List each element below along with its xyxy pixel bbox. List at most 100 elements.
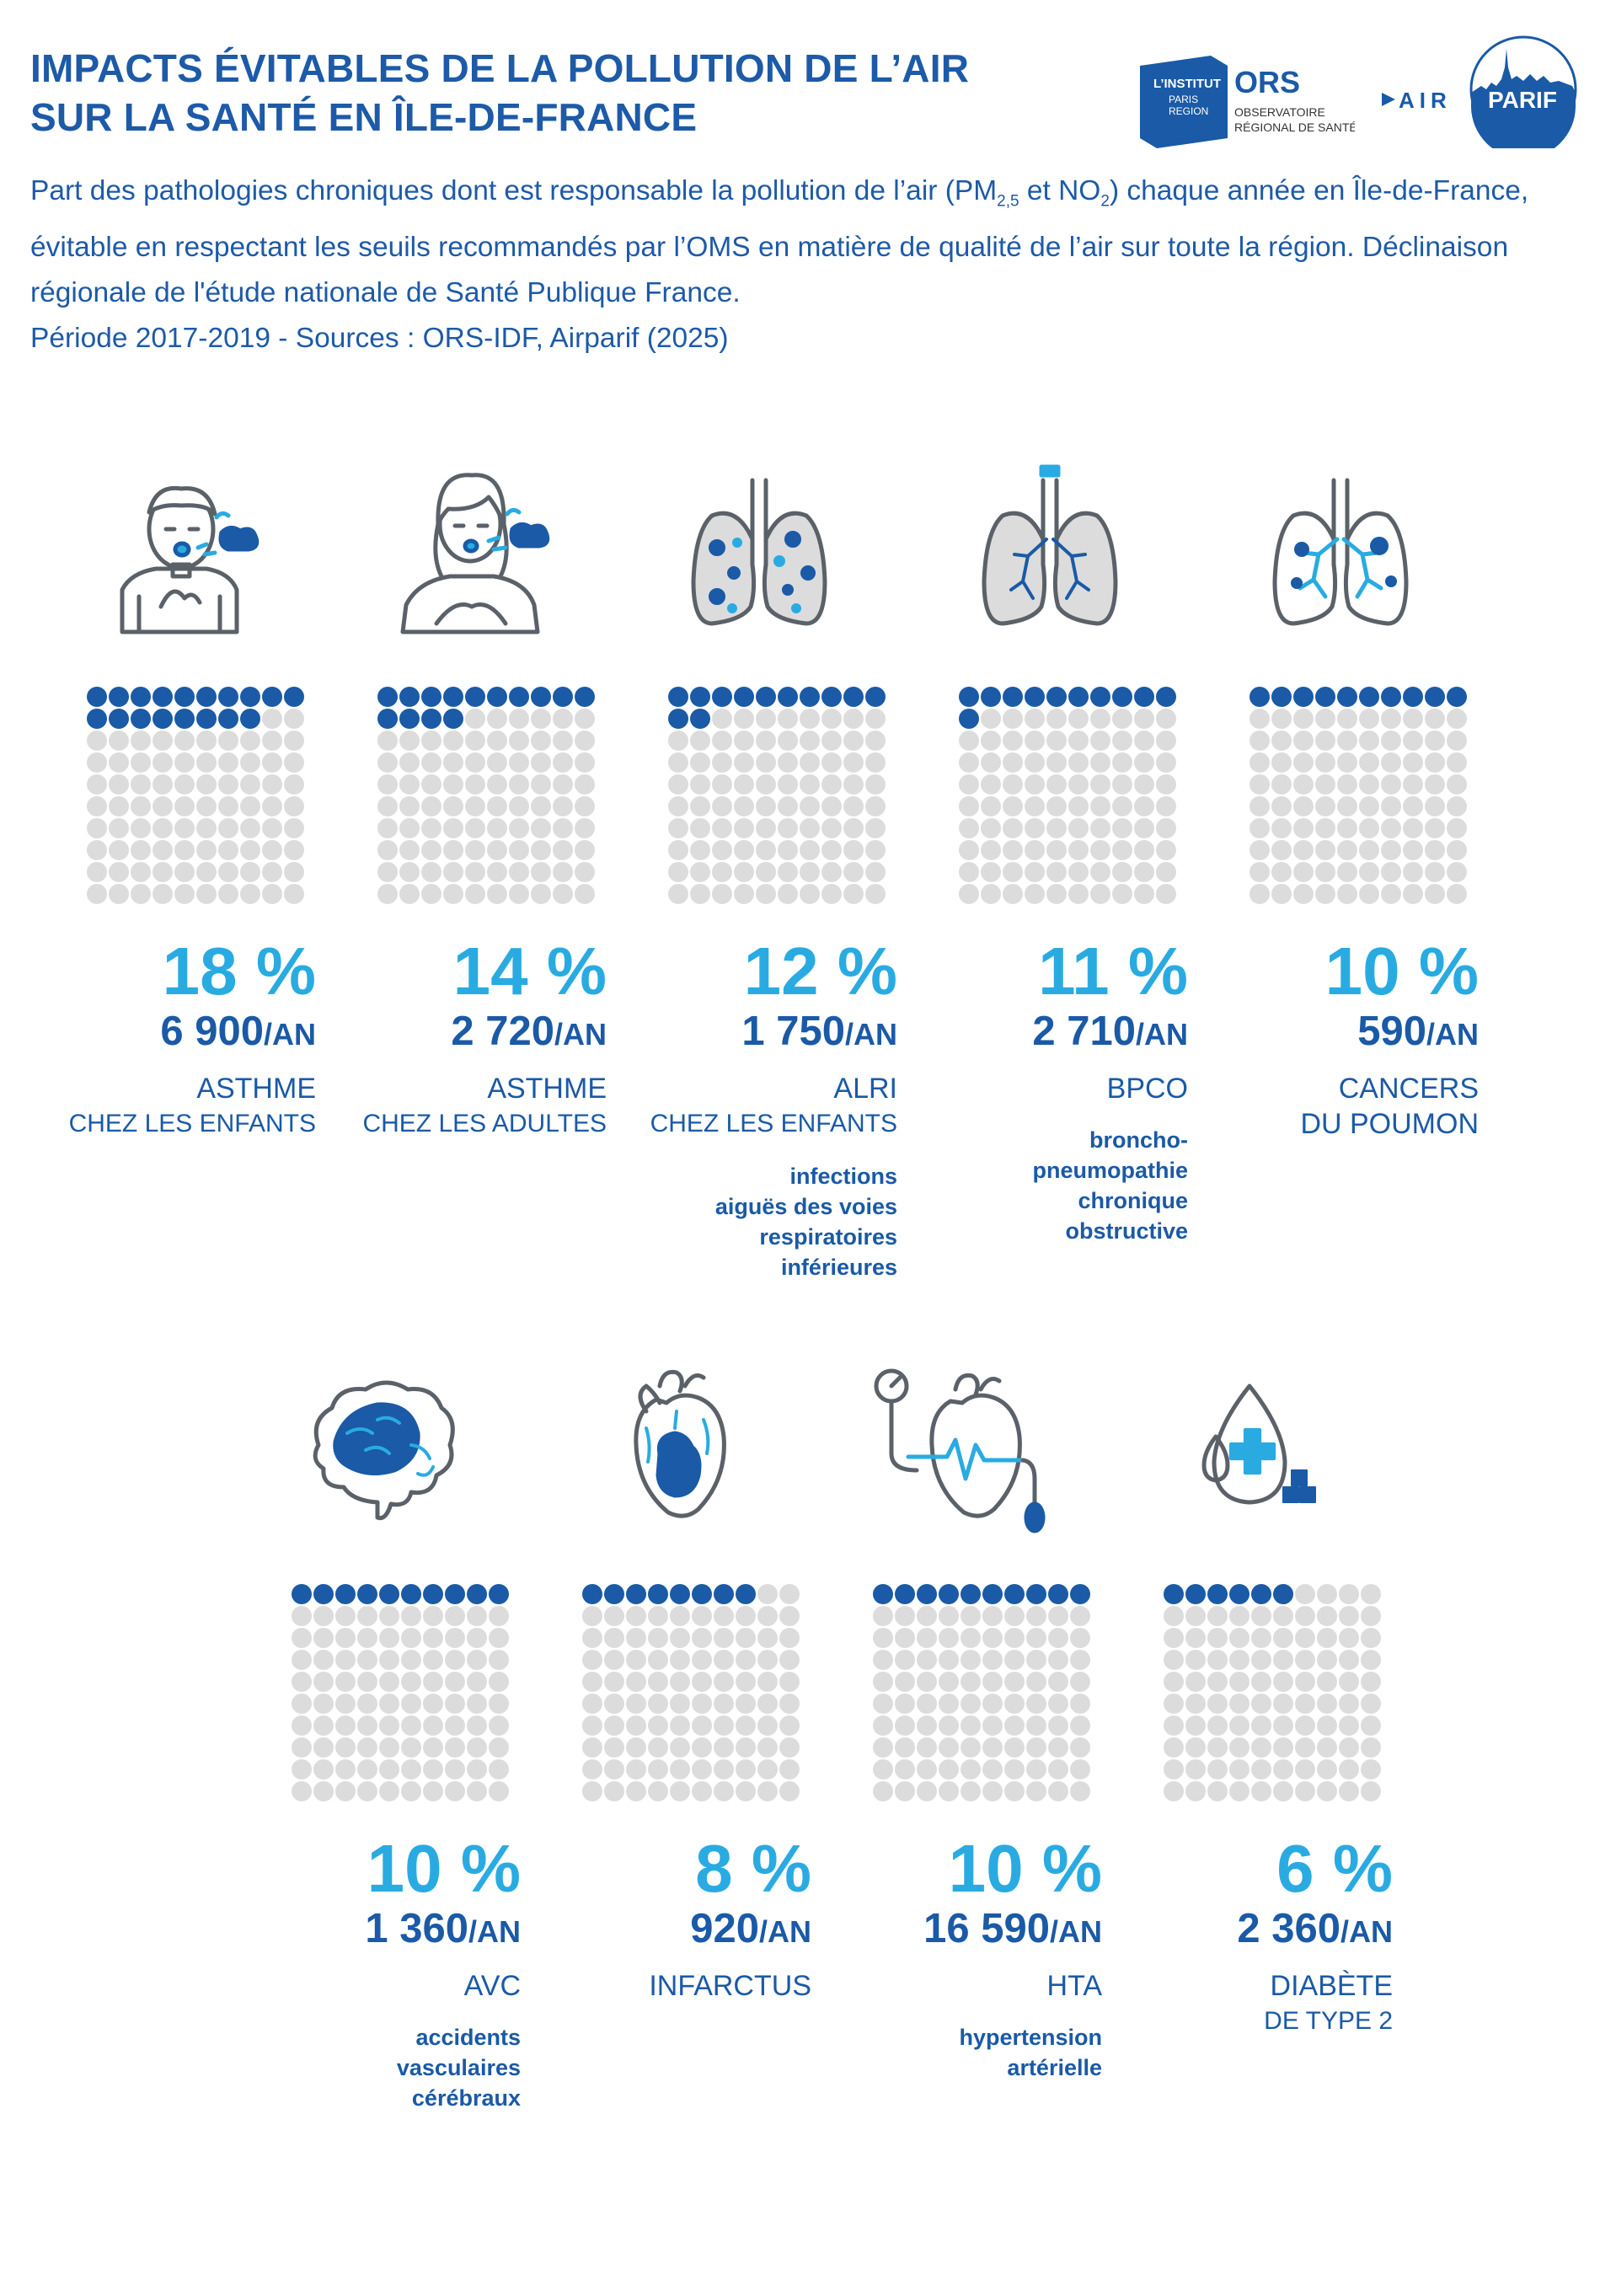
condition-name: BPCO	[1106, 1073, 1188, 1105]
empty-dot	[821, 731, 842, 751]
empty-dot	[821, 818, 842, 838]
empty-dot	[1090, 884, 1110, 904]
empty-dot	[843, 796, 864, 816]
empty-dot	[734, 796, 754, 816]
empty-dot	[1295, 1606, 1315, 1626]
empty-dot	[218, 818, 238, 838]
empty-dot	[313, 1737, 334, 1758]
empty-dot	[1447, 840, 1467, 860]
filled-dot	[399, 687, 420, 707]
empty-dot	[1207, 1650, 1228, 1670]
empty-dot	[757, 1606, 778, 1626]
count-value: 590	[1357, 1009, 1426, 1054]
empty-dot	[1425, 796, 1445, 816]
filled-dot	[240, 709, 260, 729]
empty-dot	[445, 1715, 465, 1736]
percent-value: 10 %	[367, 1831, 521, 1906]
dot-grid	[1249, 687, 1467, 904]
empty-dot	[648, 1650, 668, 1670]
empty-dot	[1339, 1694, 1359, 1714]
empty-dot	[690, 731, 710, 751]
filled-dot	[843, 687, 864, 707]
empty-dot	[377, 774, 398, 795]
empty-dot	[445, 1694, 465, 1714]
empty-dot	[1185, 1781, 1206, 1801]
empty-dot	[1271, 731, 1292, 751]
empty-dot	[421, 731, 441, 751]
empty-dot	[1249, 731, 1270, 751]
empty-dot	[531, 774, 551, 795]
empty-dot	[670, 1715, 690, 1736]
empty-dot	[87, 752, 107, 773]
empty-dot	[1070, 1781, 1090, 1801]
title-line-1: IMPACTS ÉVITABLES DE LA POLLUTION DE L’A…	[30, 46, 970, 90]
percent-value: 10 %	[948, 1831, 1102, 1906]
empty-dot	[1003, 752, 1023, 773]
empty-dot	[1004, 1606, 1025, 1626]
ors-logo-line1: OBSERVATOIRE	[1234, 105, 1325, 119]
institut-logo-line3: REGION	[1169, 105, 1208, 117]
empty-dot	[1164, 1628, 1184, 1648]
empty-dot	[1425, 731, 1445, 751]
percent-value: 11 %	[1038, 934, 1188, 1009]
empty-dot	[423, 1737, 443, 1758]
empty-dot	[399, 731, 420, 751]
empty-dot	[218, 796, 238, 816]
empty-dot	[423, 1672, 443, 1692]
empty-dot	[736, 1737, 756, 1758]
empty-dot	[443, 796, 463, 816]
empty-dot	[690, 752, 710, 773]
empty-dot	[1068, 731, 1089, 751]
empty-dot	[1251, 1694, 1271, 1714]
empty-dot	[1185, 1715, 1206, 1736]
indicator-card-asthma-adults: 14 % 2 720/AN ASTHME CHEZ LES ADULTES	[329, 455, 607, 1399]
empty-dot	[670, 1672, 690, 1692]
empty-dot	[1046, 796, 1067, 816]
condition-description: hypertension artérielle	[959, 2025, 1102, 2080]
empty-dot	[1293, 752, 1314, 773]
empty-dot	[1271, 796, 1292, 816]
empty-dot	[489, 1628, 509, 1648]
empty-dot	[1229, 1606, 1249, 1626]
empty-dot	[690, 840, 710, 860]
empty-dot	[153, 731, 173, 751]
empty-dot	[821, 884, 842, 904]
empty-dot	[1249, 709, 1270, 729]
empty-dot	[1295, 1584, 1315, 1604]
empty-dot	[218, 731, 238, 751]
empty-dot	[1403, 884, 1423, 904]
empty-dot	[757, 1715, 778, 1736]
empty-dot	[895, 1715, 915, 1736]
empty-dot	[800, 862, 820, 882]
annual-count: 2 360/AN	[1237, 1908, 1393, 1950]
empty-dot	[1339, 1715, 1359, 1736]
empty-dot	[1315, 884, 1335, 904]
filled-dot	[240, 687, 260, 707]
empty-dot	[421, 818, 441, 838]
empty-dot	[1359, 752, 1379, 773]
empty-dot	[284, 709, 304, 729]
empty-dot	[1229, 1628, 1249, 1648]
count-value: 2 720	[451, 1009, 554, 1054]
empty-dot	[1317, 1694, 1337, 1714]
empty-dot	[1134, 774, 1154, 795]
empty-dot	[1229, 1737, 1249, 1758]
empty-dot	[196, 731, 217, 751]
filled-dot	[800, 687, 820, 707]
empty-dot	[1004, 1737, 1025, 1758]
empty-dot	[668, 818, 688, 838]
empty-dot	[736, 1715, 756, 1736]
empty-dot	[1251, 1650, 1271, 1670]
empty-dot	[865, 862, 886, 882]
empty-dot	[604, 1672, 624, 1692]
empty-dot	[131, 731, 151, 751]
count-unit: /AN	[554, 1017, 607, 1052]
empty-dot	[1339, 1584, 1359, 1604]
empty-dot	[1068, 840, 1089, 860]
empty-dot	[421, 862, 441, 882]
empty-dot	[1068, 774, 1089, 795]
annual-count: 590/AN	[1357, 1011, 1479, 1052]
empty-dot	[531, 862, 551, 882]
annual-count: 2 720/AN	[451, 1011, 607, 1052]
empty-dot	[553, 818, 573, 838]
